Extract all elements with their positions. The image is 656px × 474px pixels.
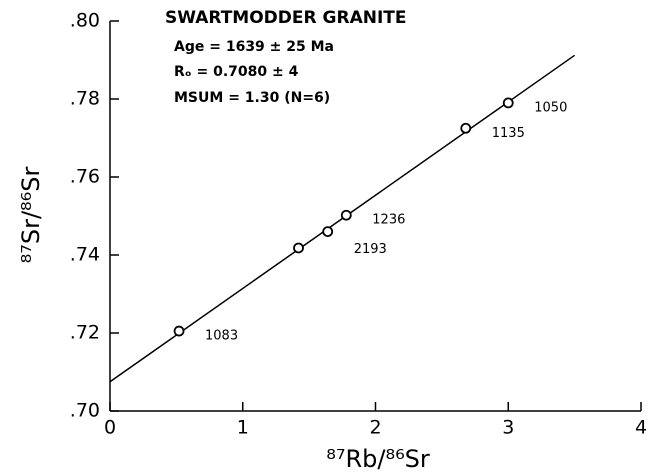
point-label: 2193 [354, 242, 387, 257]
x-tick-label: 2 [369, 417, 381, 439]
annotation: MSUM = 1.30 (N=6) [174, 90, 330, 106]
point [460, 122, 472, 134]
point [173, 325, 185, 337]
point-label: 1135 [492, 126, 525, 141]
annotation: Age = 1639 ± 25 Ma [174, 39, 334, 55]
y-tick-label: .70 [70, 400, 100, 422]
annotation: Rₒ = 0.7080 ± 4 [174, 64, 299, 80]
x-tick-label: 1 [237, 417, 249, 439]
y-tick-label: .76 [70, 166, 100, 188]
x-axis-label: ⁸⁷Rb/⁸⁶Sr [326, 445, 430, 473]
point [293, 242, 304, 254]
y-tick-label: .80 [70, 10, 100, 32]
point [502, 97, 514, 109]
point-label: 1050 [534, 100, 567, 115]
point [340, 209, 352, 221]
chart-title: SWARTMODDER GRANITE [165, 8, 407, 28]
y-axis-label: ⁸⁷Sr/⁸⁶Sr [17, 166, 45, 263]
x-tick-label: 4 [635, 417, 647, 439]
x-tick-label: 0 [104, 417, 116, 439]
point [322, 226, 334, 238]
y-tick-label: .72 [70, 322, 100, 344]
point-label: 1083 [205, 329, 238, 344]
y-tick-label: .74 [70, 244, 100, 266]
point-label: 1236 [372, 213, 405, 228]
x-tick-label: 3 [502, 417, 514, 439]
y-tick-label: .78 [70, 88, 100, 110]
